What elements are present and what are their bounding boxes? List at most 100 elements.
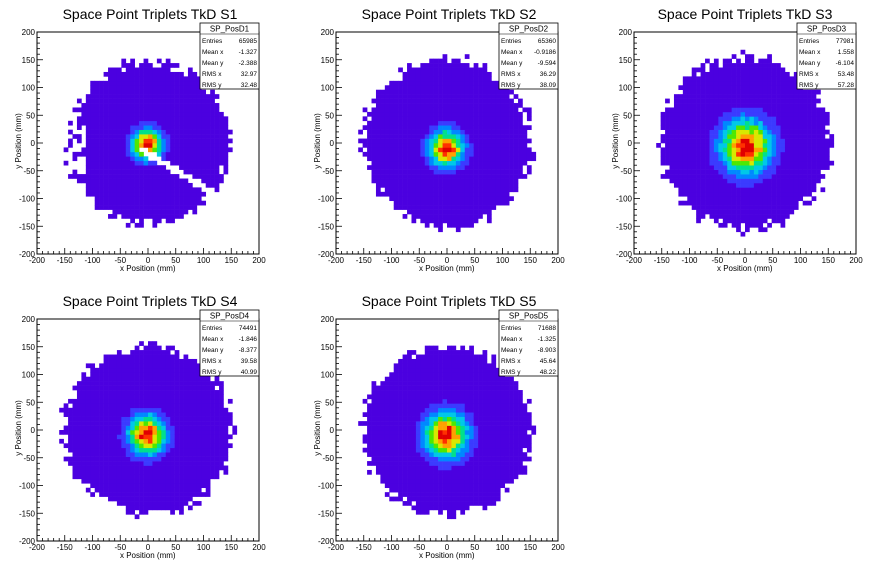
heatmap-cell (713, 116, 719, 122)
heatmap-cell (116, 196, 122, 202)
axes: -200 -150 -100 -50 0 50 100 150 200200150100500-… (19, 28, 266, 265)
heatmap-cell (709, 209, 715, 215)
heatmap-cell (179, 116, 184, 122)
heatmap-cell (482, 182, 488, 188)
heatmap-cell (691, 187, 697, 193)
heatmap-cell (402, 443, 408, 449)
heatmap-cell (165, 107, 171, 113)
heatmap-cell (398, 174, 403, 179)
heatmap-cell (76, 178, 82, 184)
heatmap-cell (784, 182, 790, 188)
heatmap-cell (736, 178, 741, 184)
heatmap-cell (504, 89, 510, 95)
heatmap-cell (696, 129, 701, 135)
heatmap-cell (112, 125, 118, 130)
heatmap-cell (678, 85, 684, 91)
heatmap-cell (424, 187, 430, 193)
heatmap-cell (722, 67, 728, 73)
heatmap-cell (380, 434, 386, 440)
heatmap-cell (152, 416, 158, 422)
heatmap-cell (156, 103, 162, 108)
heatmap-cell (389, 174, 395, 179)
heatmap-cell (486, 151, 492, 157)
heatmap-cell (411, 76, 417, 82)
heatmap-cell (85, 425, 91, 431)
heatmap-cell (767, 191, 772, 197)
heatmap-cell (380, 403, 386, 409)
heatmap-cell (429, 505, 434, 511)
heatmap-cell (491, 103, 497, 108)
heatmap-cell (424, 425, 430, 431)
heatmap-cell (429, 496, 434, 502)
heatmap-cell (460, 138, 466, 144)
heatmap-cell (464, 143, 470, 148)
heatmap-cell (407, 425, 412, 431)
heatmap-cell (718, 125, 724, 130)
heatmap-cell (196, 94, 202, 99)
heatmap-cell (103, 169, 109, 175)
heatmap-cell (148, 496, 153, 502)
heatmap-cell (121, 178, 127, 184)
heatmap-cell (665, 111, 670, 117)
heatmap-cell (116, 156, 122, 162)
heatmap-cell (482, 138, 488, 144)
heatmap-cell (705, 98, 710, 104)
heatmap-cell (745, 156, 750, 162)
heatmap-cell (447, 71, 452, 77)
heatmap-cell (776, 107, 781, 113)
heatmap-cell (139, 403, 144, 409)
heatmap-cell (469, 125, 474, 130)
heatmap-cell (500, 156, 506, 162)
heatmap-cell (121, 187, 127, 193)
heatmap-cell (727, 209, 732, 215)
heatmap-cell (433, 496, 439, 502)
heatmap-cell (816, 116, 821, 122)
heatmap-cell (121, 196, 127, 202)
heatmap-cell (174, 63, 180, 68)
heatmap-cell (134, 345, 140, 351)
heatmap-cell (130, 509, 135, 515)
heatmap-cell (753, 89, 759, 95)
heatmap-cell (134, 363, 140, 369)
heatmap-cell (380, 156, 386, 162)
heatmap-cell (411, 505, 417, 511)
heatmap-cell (148, 160, 153, 166)
heatmap-cell (407, 407, 412, 413)
heatmap-cell (192, 111, 198, 117)
heatmap-cell (402, 492, 408, 497)
heatmap-cell (116, 169, 122, 175)
heatmap-cell (455, 143, 461, 148)
heatmap-cell (429, 403, 434, 409)
heatmap-cell (196, 363, 202, 369)
heatmap-cell (727, 143, 732, 148)
heatmap-cell (210, 407, 215, 413)
heatmap-cell (139, 434, 144, 440)
heatmap-cell (165, 487, 171, 493)
heatmap-cell (148, 430, 153, 435)
heatmap-cell (455, 63, 461, 68)
heatmap-cell (500, 111, 506, 117)
heatmap-cell (682, 94, 688, 99)
heatmap-cell (438, 143, 443, 148)
heatmap-cell (90, 80, 96, 86)
heatmap-cell (367, 430, 372, 435)
heatmap-cell (165, 80, 171, 86)
heatmap-cell (411, 174, 417, 179)
heatmap-cell (469, 209, 474, 215)
heatmap-cell (179, 363, 184, 369)
heatmap-cell (420, 501, 426, 506)
heatmap-cell (174, 478, 180, 484)
heatmap-cell (513, 143, 519, 148)
heatmap-cell (179, 394, 184, 400)
heatmap-cell (130, 483, 135, 489)
heatmap-cell (130, 120, 135, 126)
heatmap-cell (94, 390, 100, 395)
heatmap-cell (424, 421, 430, 426)
heatmap-cell (152, 487, 158, 493)
heatmap-cell (94, 191, 100, 197)
heatmap-cell (121, 191, 127, 197)
heatmap-cell (389, 89, 395, 95)
heatmap-cell (411, 111, 417, 117)
heatmap-cell (798, 156, 804, 162)
heatmap-cell (473, 138, 479, 144)
